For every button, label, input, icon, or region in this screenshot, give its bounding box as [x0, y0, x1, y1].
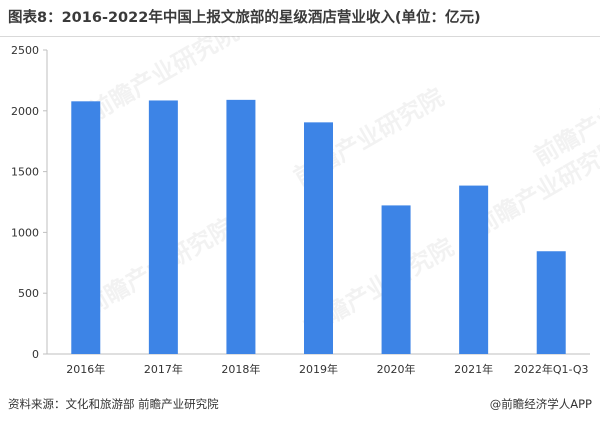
brand-credit: @前瞻经济学人APP — [489, 397, 592, 411]
source-note: 资料来源：文化和旅游部 前瞻产业研究院 — [8, 397, 219, 411]
x-tick-label: 2021年 — [454, 362, 493, 376]
bar-chart: 前瞻产业研究院前瞻产业研究院前瞻产业研究院前瞻产业研究院前瞻产业研究院前瞻产业研… — [11, 36, 600, 376]
title-bar: 图表8：2016-2022年中国上报文旅部的星级酒店营业收入(单位：亿元) — [0, 0, 600, 37]
x-tick-label: 2020年 — [377, 362, 416, 376]
y-tick-label: 2500 — [11, 44, 39, 57]
chart-title: 图表8：2016-2022年中国上报文旅部的星级酒店营业收入(单位：亿元) — [8, 10, 481, 26]
bar — [304, 122, 333, 355]
y-tick-label: 500 — [18, 287, 39, 300]
y-tick-label: 1500 — [11, 166, 39, 179]
bar — [148, 100, 178, 355]
y-tick-label: 1000 — [11, 226, 39, 239]
x-tick-label: 2022年Q1-Q3 — [514, 362, 589, 376]
x-tick-label: 2017年 — [144, 362, 183, 376]
x-tick-label: 2018年 — [221, 362, 260, 376]
bar — [536, 251, 566, 354]
bar — [226, 99, 256, 354]
bar — [459, 185, 489, 354]
bar — [71, 101, 101, 354]
x-tick-label: 2019年 — [299, 362, 338, 376]
x-tick-label: 2016年 — [66, 362, 105, 376]
y-tick-label: 0 — [32, 348, 39, 361]
bar — [381, 205, 411, 354]
y-tick-label: 2000 — [11, 105, 39, 118]
